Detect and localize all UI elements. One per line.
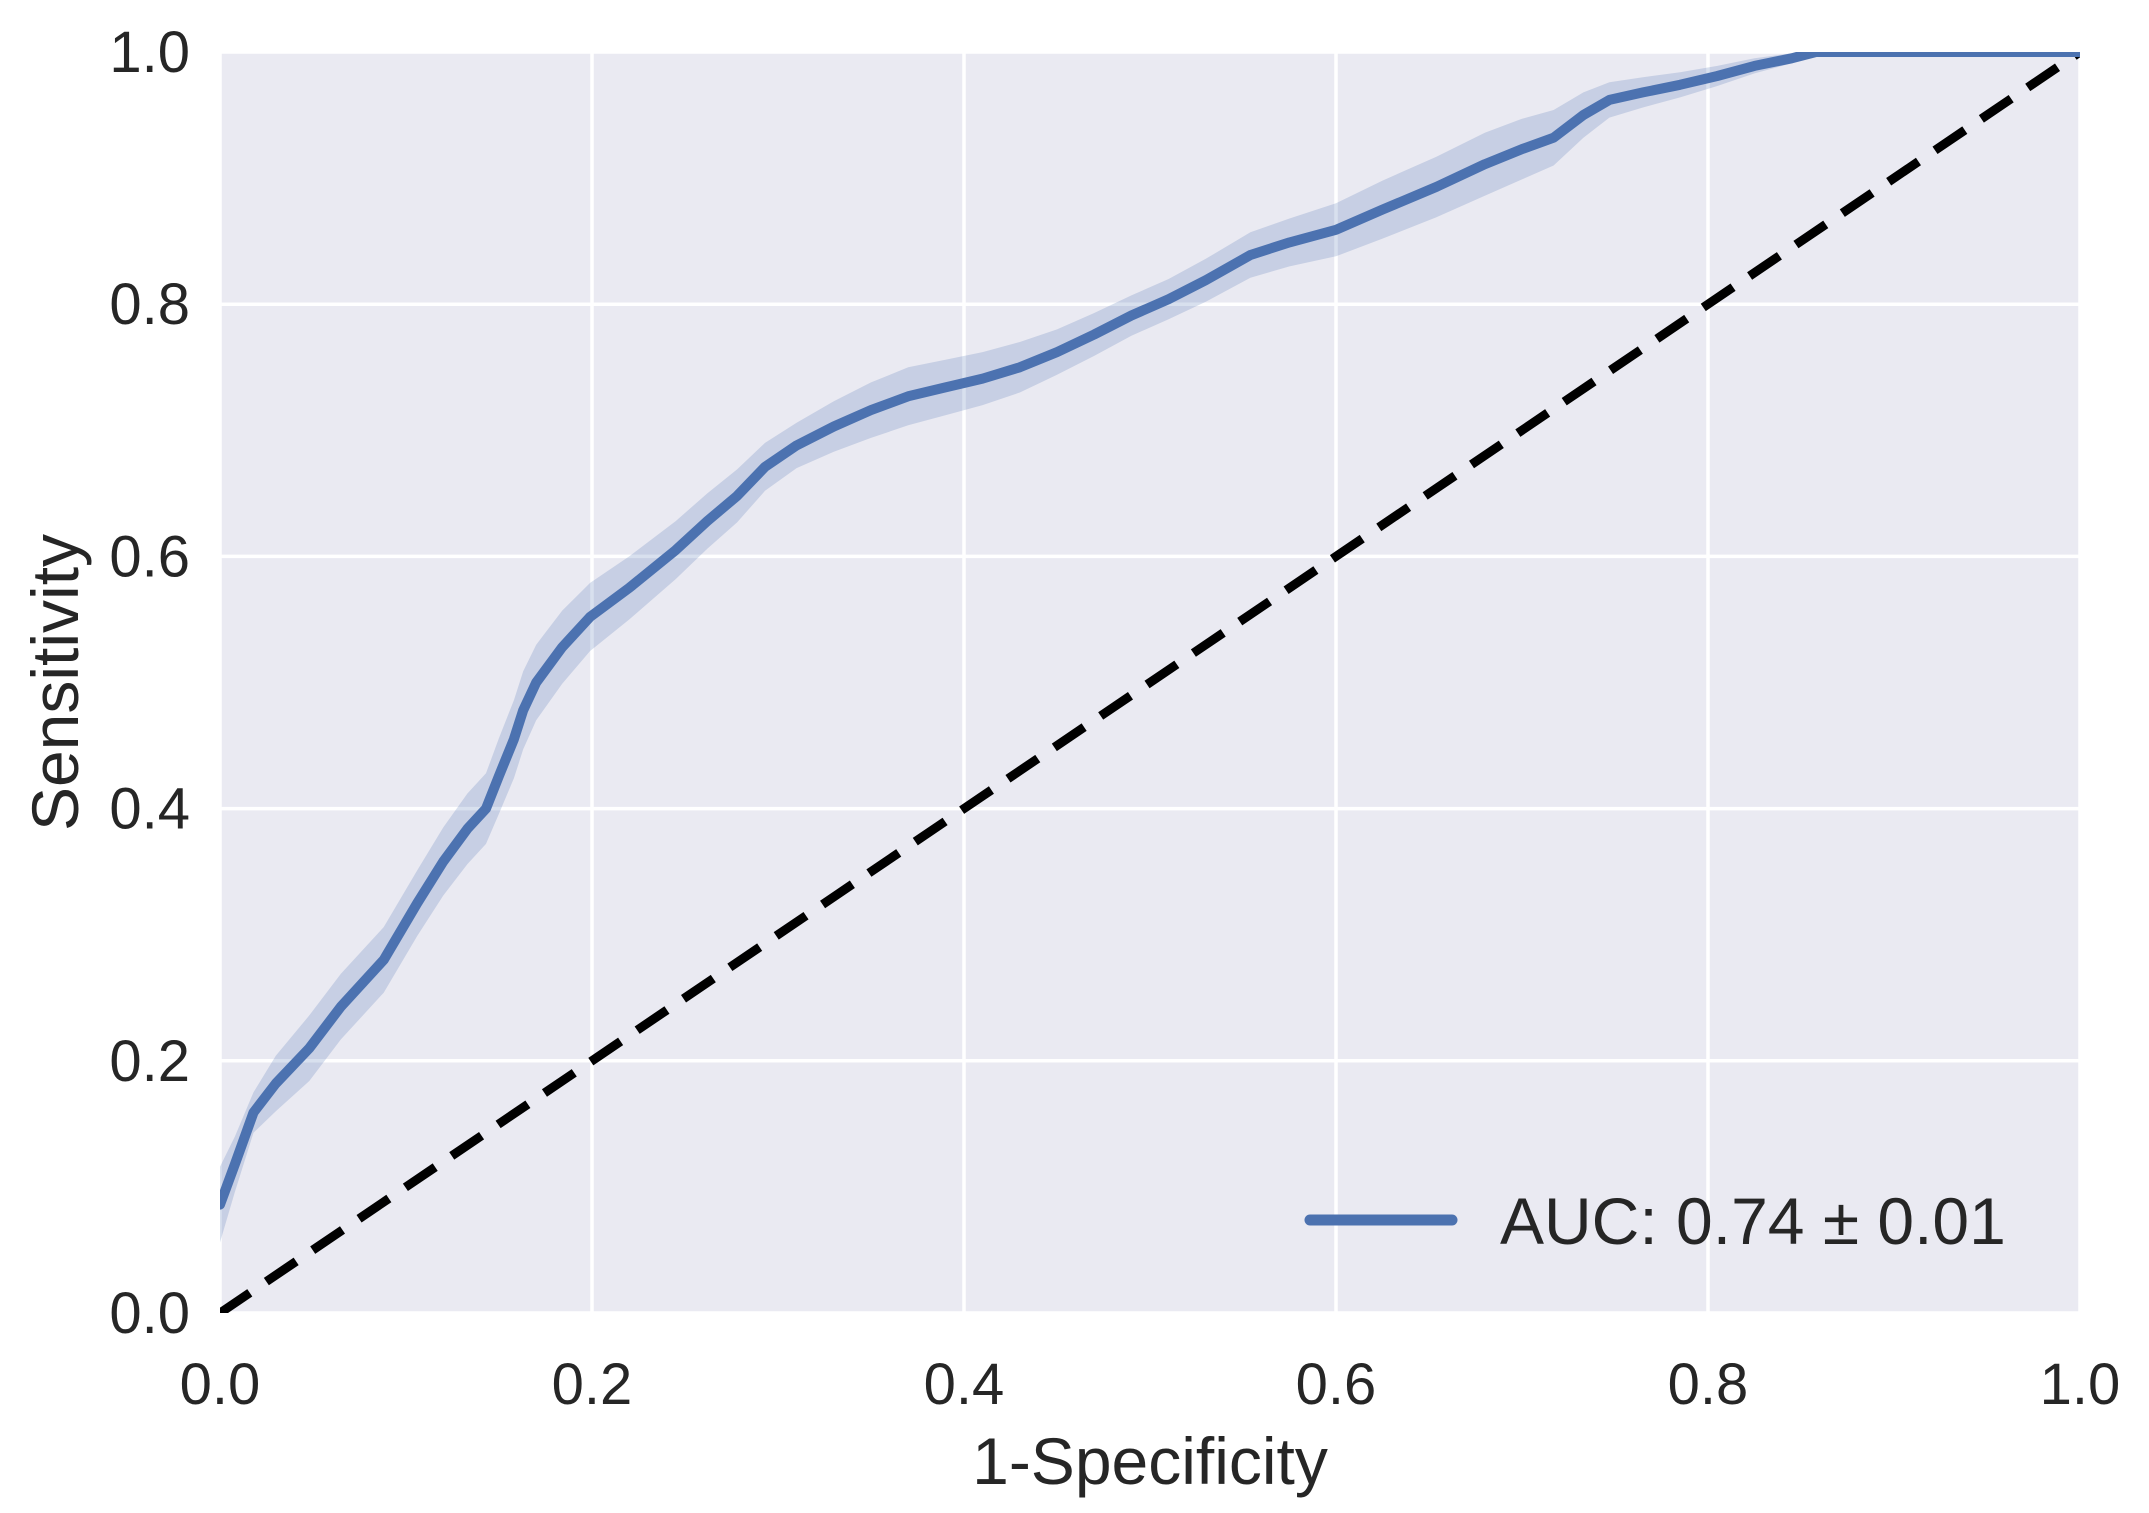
chance-diagonal-line [220,52,2080,1313]
x-tick-label: 0.4 [924,1352,1005,1417]
x-tick-label: 0.8 [1668,1352,1749,1417]
y-tick-label: 1.0 [109,20,190,85]
legend-label: AUC: 0.74 ± 0.01 [1500,1184,2006,1258]
y-axis-label: Sensitivity [18,534,92,831]
y-tick-label: 0.2 [109,1029,190,1094]
x-tick-label: 0.6 [1296,1352,1377,1417]
y-tick-label: 0.6 [109,524,190,589]
x-axis-label: 1-Specificity [972,1424,1328,1498]
x-tick-label: 0.0 [180,1352,261,1417]
confidence-band [220,52,2080,1243]
roc-curve-line [220,52,2080,1210]
y-tick-label: 0.4 [109,777,190,842]
y-tick-label: 0.0 [109,1281,190,1346]
x-tick-labels: 0.0 0.2 0.4 0.6 0.8 1.0 [180,1352,2121,1417]
x-tick-label: 0.2 [552,1352,633,1417]
y-tick-label: 0.8 [109,272,190,337]
x-tick-label: 1.0 [2040,1352,2121,1417]
legend: AUC: 0.74 ± 0.01 [1304,1184,2006,1258]
y-tick-labels: 0.0 0.2 0.4 0.6 0.8 1.0 [109,20,190,1346]
